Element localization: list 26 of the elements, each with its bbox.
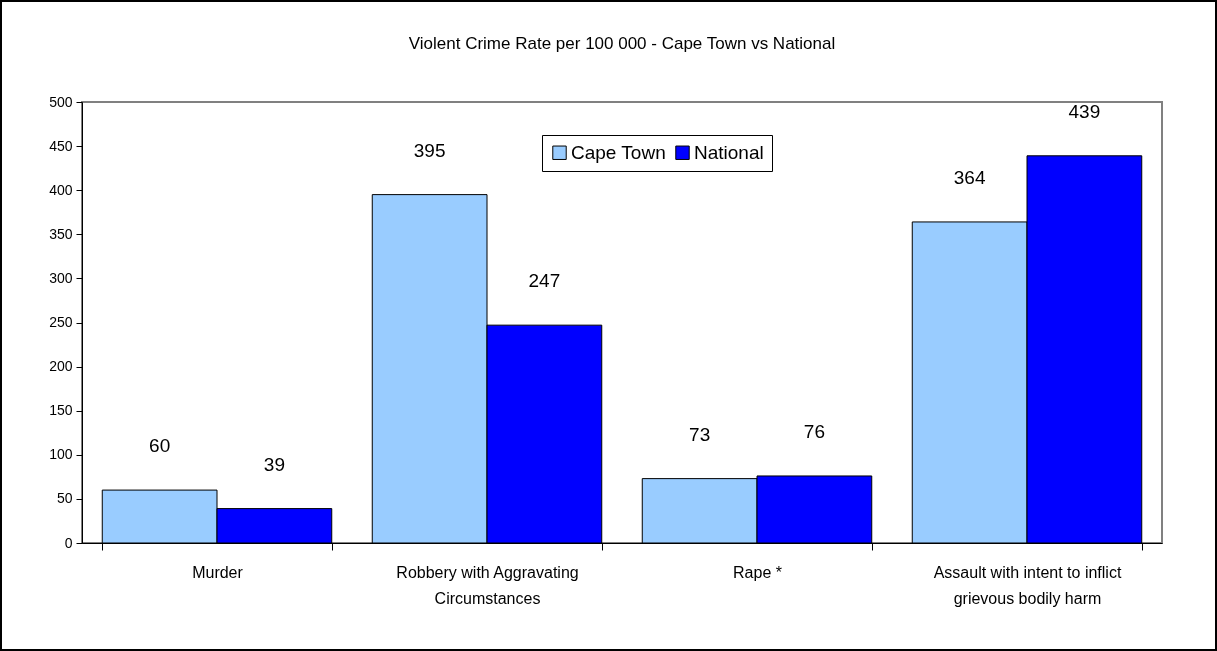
x-tick-label: Rape * xyxy=(733,563,782,581)
y-tick-label: 300 xyxy=(49,269,73,286)
x-tick-label: Robbery with Aggravating Circumstances xyxy=(396,563,579,607)
y-tick-label: 250 xyxy=(49,314,73,330)
y-tick-label: 450 xyxy=(49,137,73,154)
data-label: 247 xyxy=(528,270,561,292)
data-label: 73 xyxy=(689,423,711,445)
y-tick-label: 400 xyxy=(49,181,73,198)
y-tick-label: 100 xyxy=(49,446,73,463)
data-label: 60 xyxy=(149,435,171,457)
y-tick-label: 0 xyxy=(64,534,73,551)
data-label: 364 xyxy=(953,166,986,188)
data-label: 39 xyxy=(263,453,285,475)
y-tick-label: 50 xyxy=(56,490,73,507)
chart-title: Violent Crime Rate per 100 000 - Cape Town vs National xyxy=(408,34,836,53)
x-tick-label: Murder xyxy=(192,563,244,581)
y-tick-label: 150 xyxy=(49,402,73,419)
y-tick-label: 350 xyxy=(49,225,73,242)
legend-label: National xyxy=(694,141,764,163)
x-tick-label: Assault with intent to inflict grievous bodily harm xyxy=(933,563,1122,607)
data-label: 439 xyxy=(1068,100,1101,122)
data-label: 395 xyxy=(413,139,446,161)
legend-label: Cape Town xyxy=(571,141,666,163)
y-tick-label: 500 xyxy=(49,93,73,110)
y-tick-label: 200 xyxy=(49,358,73,375)
data-label: 76 xyxy=(803,420,825,442)
